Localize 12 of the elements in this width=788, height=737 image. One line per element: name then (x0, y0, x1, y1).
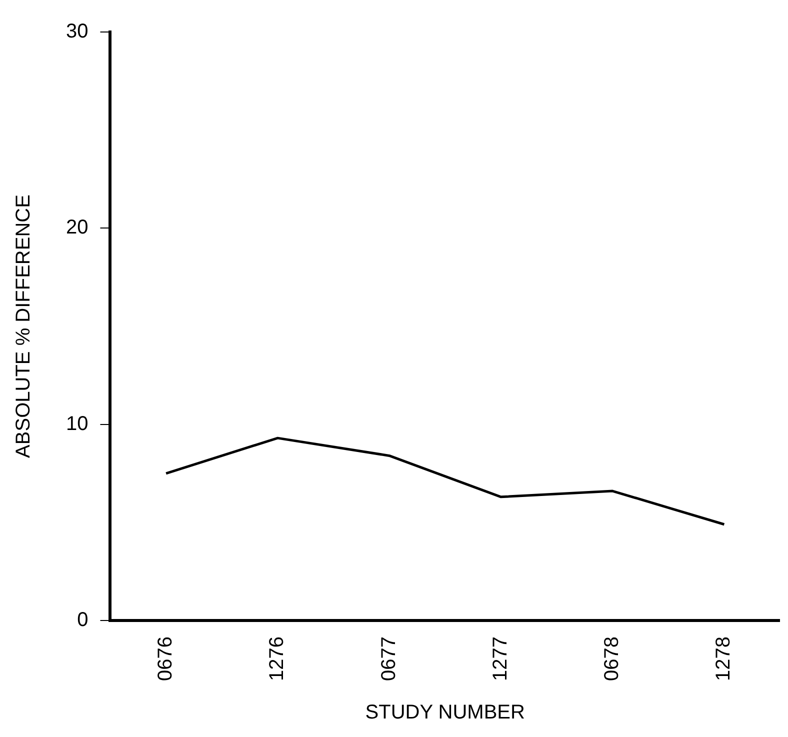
y-tick-label: 30 (66, 20, 88, 43)
x-tick-label: 1278 (712, 636, 735, 682)
x-tick-label: 1277 (489, 636, 512, 682)
x-axis-title: STUDY NUMBER (365, 702, 525, 724)
y-tick-label: 0 (77, 609, 88, 632)
x-tick-label: 0678 (601, 636, 624, 682)
x-tick-label: 1276 (266, 636, 288, 682)
y-axis-title: ABSOLUTE % DIFFERENCE (12, 194, 35, 458)
y-tick-label: 10 (66, 412, 88, 435)
x-tick-label: 0677 (378, 636, 400, 682)
y-tick-label: 20 (66, 216, 88, 239)
x-tick-label: 0676 (154, 636, 177, 682)
